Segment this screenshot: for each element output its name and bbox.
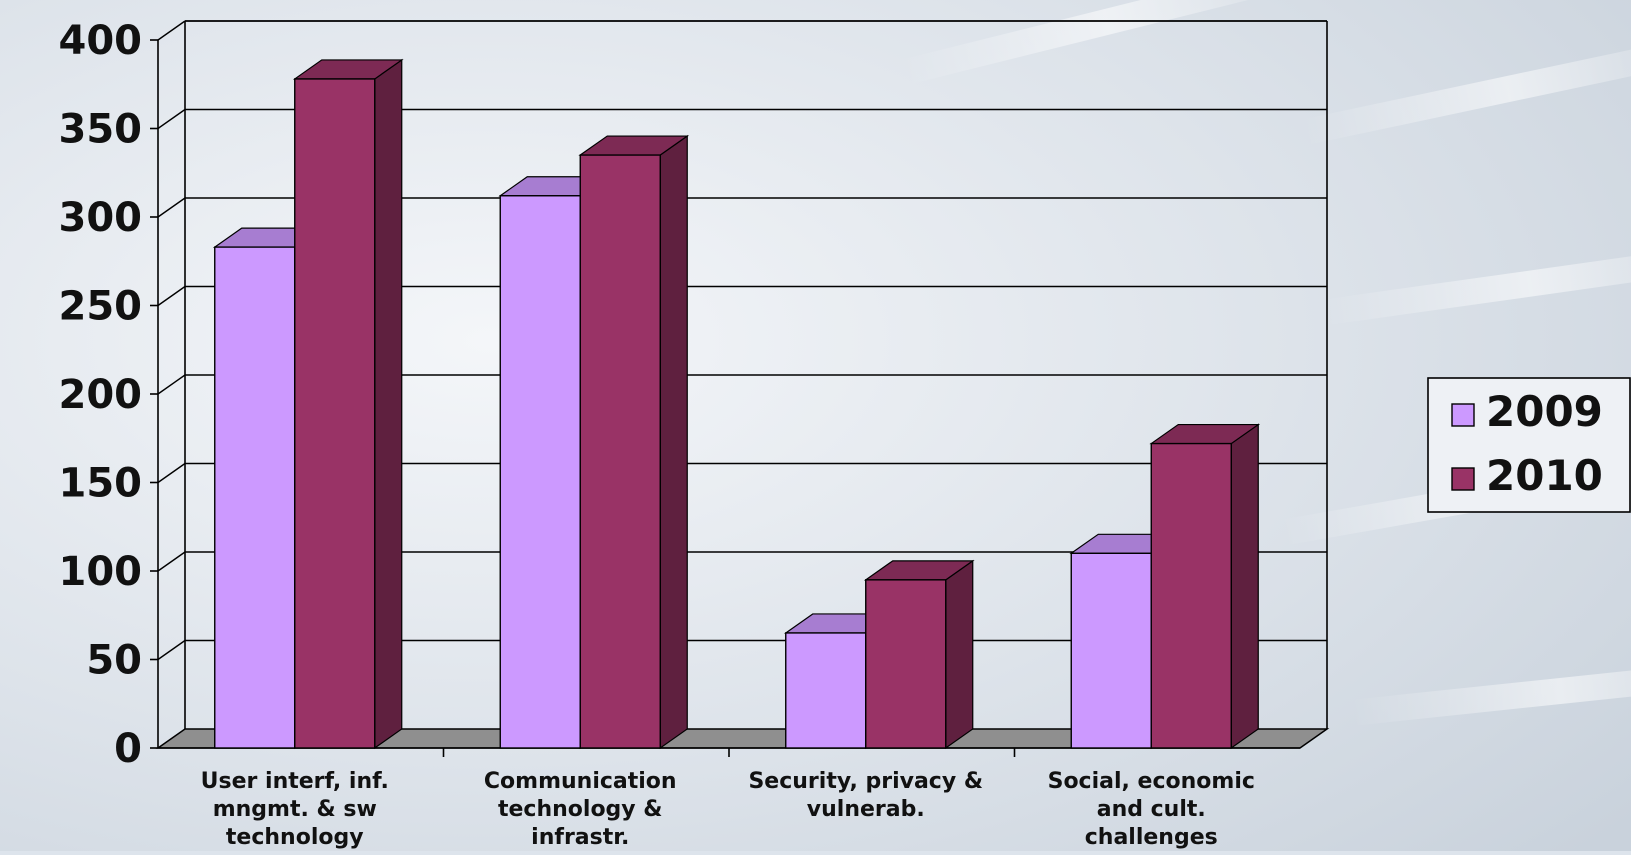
x-tick-label: Social, economic xyxy=(1048,769,1255,794)
bar-front-face xyxy=(500,196,580,748)
y-tick-label: 100 xyxy=(59,549,143,595)
bar-front-face xyxy=(215,247,295,748)
y-tick-label: 150 xyxy=(59,461,143,507)
y-tick-label: 200 xyxy=(59,372,143,418)
bar-2010-1 xyxy=(580,136,687,748)
x-tick-label: and cult. xyxy=(1097,797,1206,822)
x-tick-label: technology xyxy=(226,825,364,850)
bar-side-face xyxy=(660,136,687,748)
bar-front-face xyxy=(786,633,866,748)
bar-2010-2 xyxy=(866,561,973,748)
legend-label-2009: 2009 xyxy=(1486,387,1603,436)
y-tick-label: 0 xyxy=(114,726,142,772)
bar-side-face xyxy=(1231,425,1258,748)
x-tick-label: User interf, inf. xyxy=(201,769,389,794)
y-tick-label: 350 xyxy=(59,107,143,153)
bar-side-face xyxy=(946,561,973,748)
bar-front-face xyxy=(295,79,375,748)
bar-side-face xyxy=(375,60,402,748)
x-tick-label: infrastr. xyxy=(531,825,629,850)
bar-2010-3 xyxy=(1151,425,1258,748)
bar-front-face xyxy=(1151,444,1231,748)
legend-label-2010: 2010 xyxy=(1486,451,1603,500)
y-tick-label: 400 xyxy=(59,18,143,64)
x-tick-label: challenges xyxy=(1085,825,1218,850)
y-tick-label: 50 xyxy=(86,638,142,684)
legend-swatch-2010 xyxy=(1452,468,1474,490)
y-tick-label: 250 xyxy=(59,284,143,330)
bar-front-face xyxy=(1071,553,1151,748)
y-tick-label: 300 xyxy=(59,195,143,241)
x-tick-label: vulnerab. xyxy=(807,797,925,822)
bar-front-face xyxy=(866,580,946,748)
x-tick-label: technology & xyxy=(498,797,663,822)
x-tick-label: Communication xyxy=(484,769,677,794)
bar-2010-0 xyxy=(295,60,402,748)
legend-swatch-2009 xyxy=(1452,404,1474,426)
x-tick-label: mngmt. & sw xyxy=(213,797,377,822)
bar-front-face xyxy=(580,155,660,748)
x-tick-label: Security, privacy & xyxy=(748,769,983,794)
